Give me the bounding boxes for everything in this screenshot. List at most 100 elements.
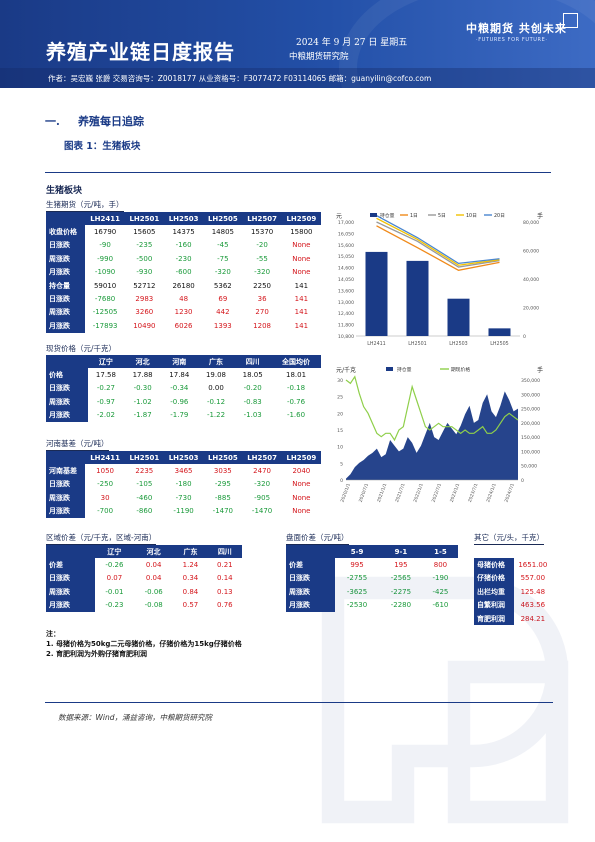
table-cell: -75 [217,254,229,263]
table-cell: 0.21 [217,561,233,570]
table-cell: -0.20 [243,384,262,393]
x-tick-label: 2024/7/1 [503,482,515,503]
table-cell: -0.34 [170,384,189,393]
table-header-row: LH2411 LH2501 LH2503 LH2505 LH2507 LH2509 [46,212,321,226]
table-cell: -0.30 [133,384,152,393]
table-cell: 0.57 [182,601,199,610]
legend-label: 持仓量 [380,212,395,219]
column-header: LH2509 [281,212,321,226]
table-cell: -55 [256,254,268,263]
column-header: 辽宁 [94,545,135,559]
table-cell: -2.02 [96,411,115,420]
regional-table: 辽宁 河北 广东 四川 价差 -0.26 0.04 1.24 0.21 日涨跌 0.07 0.04 0.… [46,545,242,612]
y-tick-label: 0 [340,478,343,484]
authors-bar: 作者：吴宏巍 张爵 交易咨询号：Z0018177 从业资格号：F3077472 … [0,68,595,88]
table-cell: 59010 [93,281,117,290]
x-tick-label: 2023/1/1 [449,482,461,503]
table-cell: None [292,241,311,250]
table-cell: 0.14 [217,574,233,583]
table-cell: 270 [255,308,269,317]
legend-label: 期现价格 [451,366,470,373]
table-cell: 26180 [172,281,195,290]
table-cell: 463.56 [520,601,546,610]
row-label: 日涨跌 [46,381,88,396]
x-tick-label: 2020/7/1 [358,482,370,503]
legend-swatch [386,367,393,371]
logo-mark-icon [563,13,578,28]
column-header: 全国均价 [271,355,321,369]
legend-label: 1日 [410,213,418,219]
column-header [46,451,86,465]
table-cell: -0.01 [105,587,124,596]
y2-tick-label: 0 [523,334,526,340]
y-tick-label: 10,800 [338,334,354,340]
row-label: 出栏均重 [474,585,514,599]
row-label: 月涨跌 [286,598,336,612]
table-cell: -295 [214,480,231,489]
table-cell: -160 [175,241,192,250]
table-row: 日涨跌 -90 -235 -160 -45 -20 None [46,238,321,253]
notes-title: 注： [46,630,60,638]
y-tick-label: 15,600 [338,243,354,249]
column-header: LH2411 [85,212,125,226]
table-cell: -860 [136,507,153,516]
table-cell: -1470 [251,507,273,516]
table-cell: -2280 [390,601,412,610]
row-label: 周涨跌 [46,305,86,320]
row-label: 月涨跌 [46,408,88,422]
spot-caption-text: 现货价格（元/千克） [46,344,117,353]
table-cell: -0.97 [96,397,115,406]
table-cell: 284.21 [520,614,546,623]
table-cell: 6026 [174,321,193,330]
y-tick-label: 30 [337,378,343,384]
table-cell: -2530 [346,601,368,610]
table-cell: -180 [175,480,192,489]
table-cell: -1190 [173,507,194,516]
y-tick-label: 14,050 [338,277,354,283]
column-header: LH2501 [124,212,164,226]
row-label: 周涨跌 [286,585,336,599]
bar-LH2411 [365,251,388,336]
table-cell: -230 [175,254,192,263]
table-cell: -2275 [390,587,412,596]
table-cell: 2983 [135,295,154,304]
table-cell: -600 [175,268,192,277]
table-row: 月涨跌 -1090 -930 -600 -320 -320 None [46,265,321,279]
report-title: 养殖产业链日度报告 [46,40,235,64]
table-row: 月涨跌 -2530 -2280 -610 [286,598,458,612]
column-header [513,545,552,559]
table-cell: 48 [179,295,189,304]
table-row: 母猪价格 1651.00 [474,558,552,572]
table-cell: 36 [257,295,267,304]
table-cell: -3625 [346,587,368,596]
table-cell: 14805 [211,228,234,237]
table-cell: -460 [136,493,153,502]
table-cell: 18.05 [242,371,263,380]
basis-caption-text: 河南基差（元/吨） [46,439,109,448]
section-heading: 一. 养殖每日追踪 [45,113,144,129]
table-cell: None [292,268,311,277]
table-cell: -905 [254,493,271,502]
futures-caption-text: 生猪期货（元/吨，手） [46,200,124,209]
y2-tick-label: 80,000 [523,220,539,226]
table-cell: 10490 [133,321,156,330]
table-row: 月涨跌 -17893 10490 6026 1393 1208 141 [46,319,321,333]
row-label: 月涨跌 [46,319,86,333]
table-cell: 800 [433,561,448,570]
x-tick-label: LH2505 [490,341,509,347]
y-tick-label: 20 [337,411,343,417]
table-cell: 52712 [133,281,156,290]
table-cell: -105 [136,480,153,489]
table-cell: 2470 [253,467,271,476]
figure-frame [45,172,551,629]
table-cell: 557.00 [520,574,546,583]
table-cell: -320 [214,268,231,277]
table-row: 日涨跌 -7680 2983 48 69 36 141 [46,292,321,306]
futures-curve-chart: 元 手 17,000 16,050 15,600 15,050 14,600 14,050 13… [336,212,543,347]
table-cell: 17.58 [95,371,116,380]
y-tick-label: 10 [337,445,343,451]
y-tick-label: 17,000 [338,220,354,226]
basis-table: LH2411 LH2501 LH2503 LH2505 LH2507 LH2509 河南基差… [46,451,321,518]
table-cell: -90 [99,241,111,250]
table-cell: 1208 [253,321,271,330]
